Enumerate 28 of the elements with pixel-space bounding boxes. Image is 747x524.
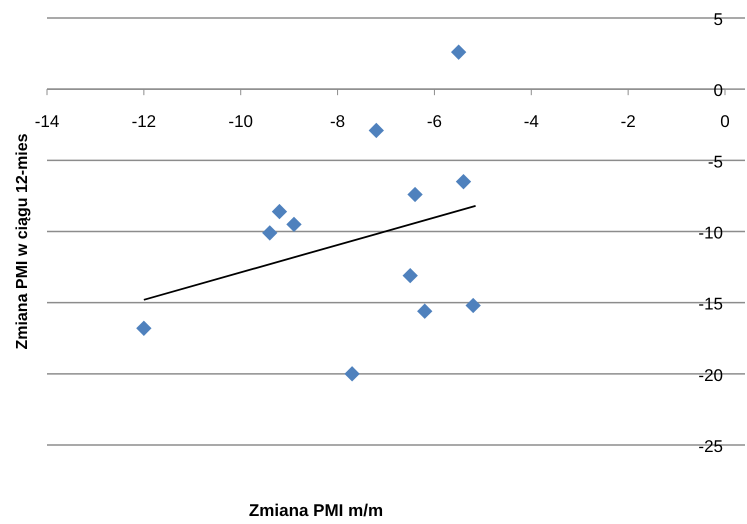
- x-tick-label: -6: [426, 112, 442, 132]
- y-tick-label: -15: [698, 294, 723, 314]
- point: [272, 204, 288, 220]
- x-tick-label: -10: [228, 112, 254, 132]
- x-tick-label: -4: [524, 112, 539, 132]
- point: [136, 320, 152, 336]
- y-tick-label: -20: [698, 366, 723, 385]
- point: [262, 225, 278, 241]
- point: [456, 174, 472, 190]
- point: [450, 44, 466, 60]
- y-tick-label: -5: [708, 152, 723, 172]
- x-tick-label: -2: [620, 112, 636, 132]
- y-tick-label: 0: [714, 81, 723, 100]
- y-tick-label: -10: [698, 224, 723, 242]
- point: [417, 304, 432, 319]
- point: [286, 216, 302, 232]
- point: [466, 298, 481, 314]
- x-tick-label: -14: [34, 112, 60, 132]
- point: [344, 366, 360, 382]
- y-axis-title: Zmiana PMI w ciągu 12-mies: [14, 133, 31, 350]
- y-tick-label: 5: [714, 10, 723, 29]
- x-tick-label: -8: [330, 112, 346, 132]
- x-axis-title: Zmiana PMI m/m: [248, 501, 384, 520]
- point: [407, 186, 423, 202]
- y-tick-label: -25: [698, 437, 723, 456]
- x-tick-label: -12: [132, 112, 156, 132]
- point: [402, 268, 418, 284]
- point: [368, 122, 384, 138]
